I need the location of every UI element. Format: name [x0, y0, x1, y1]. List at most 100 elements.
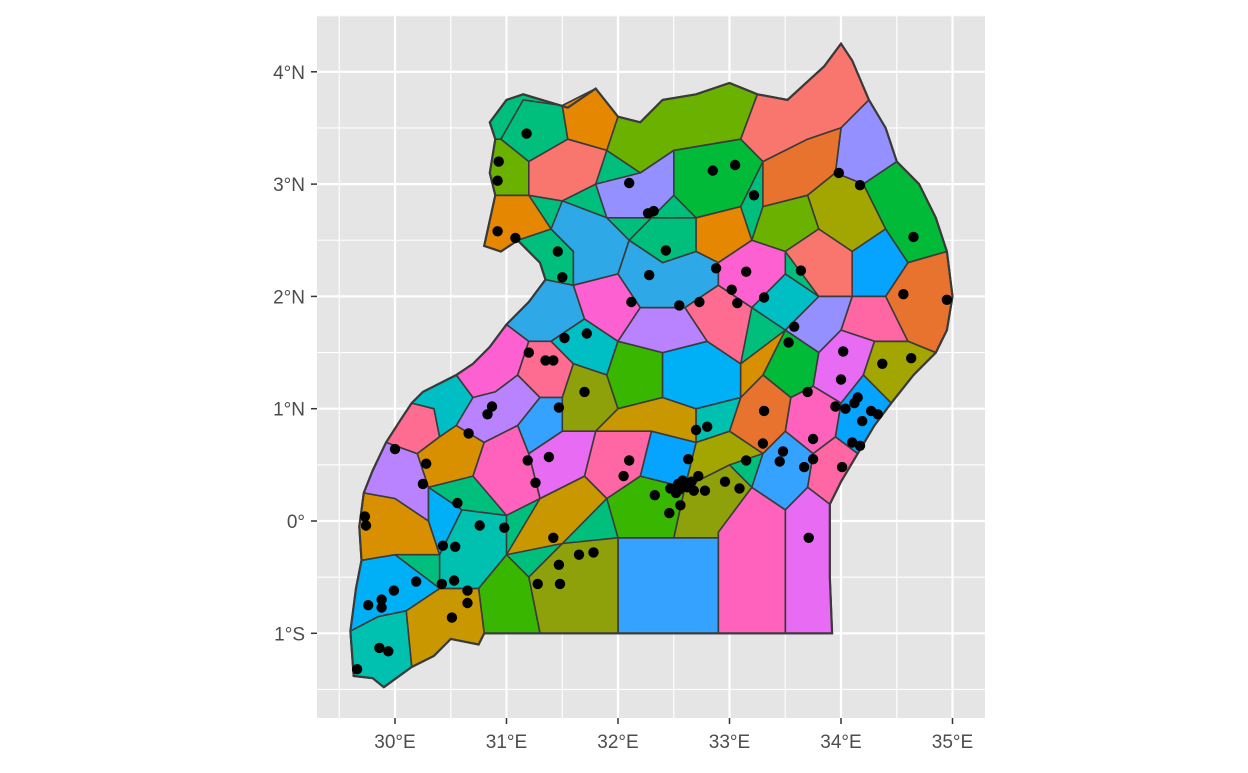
district-point [741, 266, 752, 277]
district-point [732, 297, 743, 309]
district-point [644, 269, 655, 281]
district-region [739, 329, 787, 399]
district-point [683, 454, 694, 465]
district-point [482, 409, 493, 420]
district-point [624, 455, 635, 466]
district-point [450, 541, 461, 552]
district-point [726, 284, 737, 295]
x-tick-label: 34°E [820, 732, 861, 753]
district-point [807, 454, 819, 465]
x-tick-label: 33°E [709, 732, 750, 753]
district-point [719, 476, 731, 487]
district-point [758, 405, 770, 417]
district-point [664, 507, 675, 519]
district-point [553, 559, 565, 570]
district-polygons [349, 41, 954, 689]
district-point [374, 642, 385, 654]
district-point [694, 296, 705, 308]
district-point [559, 332, 570, 344]
district-point [421, 458, 432, 469]
district-point [499, 522, 510, 533]
y-tick-label: 2°N [273, 287, 305, 308]
district-point [783, 337, 794, 348]
district-points [351, 128, 953, 675]
district-point [748, 190, 760, 201]
y-tick-label: 0° [287, 512, 305, 533]
district-point [554, 578, 566, 590]
district-point [543, 451, 555, 463]
district-point [906, 353, 917, 364]
district-point [436, 578, 447, 590]
district-point [649, 490, 660, 501]
district-point [690, 424, 702, 436]
district-point [417, 478, 429, 490]
country-border [349, 41, 954, 689]
district-region [617, 239, 720, 309]
district-point [553, 402, 565, 413]
district-point [452, 497, 463, 509]
district-point [830, 401, 841, 412]
x-axis: 30°E 31°E 32°E 33°E 34°E 35°E [374, 718, 973, 753]
district-point [523, 347, 534, 358]
district-point [581, 328, 592, 339]
district-point [376, 594, 387, 605]
district-point [626, 296, 637, 308]
district-point [857, 415, 868, 427]
district-point [446, 612, 458, 623]
district-point [548, 355, 559, 366]
district-point [854, 180, 866, 191]
district-point [802, 386, 813, 398]
district-point [789, 321, 800, 332]
district-point [774, 456, 785, 467]
district-point [758, 292, 770, 303]
district-point [729, 159, 741, 171]
district-point [486, 401, 498, 412]
district-point [530, 477, 541, 488]
district-point [674, 300, 685, 311]
district-point [941, 294, 953, 305]
district-point [437, 540, 449, 551]
district-point [670, 487, 682, 499]
district-point [492, 175, 503, 186]
district-point [734, 483, 745, 494]
district-point [898, 289, 909, 300]
district-point [707, 165, 718, 176]
district-point [462, 585, 473, 596]
district-point [376, 602, 387, 613]
district-point [777, 446, 789, 457]
district-point [847, 437, 858, 448]
x-tick-label: 35°E [932, 732, 973, 753]
district-point [493, 156, 504, 167]
district-point [807, 433, 819, 445]
district-point [573, 549, 585, 560]
district-point [552, 246, 563, 257]
district-point [710, 263, 722, 274]
district-point [624, 177, 635, 189]
district-point [521, 128, 532, 139]
district-point [699, 485, 711, 496]
district-region [605, 340, 664, 410]
district-region [516, 396, 564, 455]
district-point [838, 346, 849, 357]
district-point [833, 167, 844, 179]
district-point [908, 231, 919, 243]
y-tick-label: 1°S [274, 624, 305, 645]
district-point [540, 355, 551, 366]
district-point [741, 455, 752, 466]
district-point [548, 532, 559, 543]
district-point [448, 575, 460, 586]
district-point [840, 403, 851, 414]
district-point [618, 470, 629, 482]
district-point [660, 245, 672, 256]
district-point [648, 205, 659, 217]
district-point [462, 597, 473, 609]
y-tick-label: 3°N [273, 175, 305, 196]
district-point [532, 578, 543, 590]
district-point [383, 646, 394, 657]
district-region [427, 486, 463, 556]
district-point [836, 461, 848, 473]
x-tick-label: 32°E [597, 732, 638, 753]
district-point [360, 520, 372, 531]
district-point [688, 485, 699, 496]
